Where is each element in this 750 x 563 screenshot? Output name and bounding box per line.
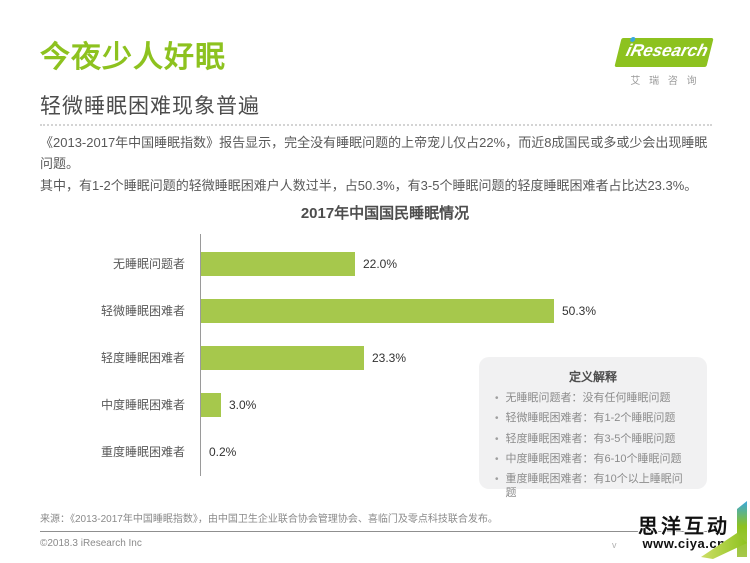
source-note: 来源：《2013-2017年中国睡眠指数》，由中国卫生企业联合协会管理协会、喜临…	[40, 514, 498, 525]
definition-text: 无睡眠问题者：没有任何睡眠问题	[505, 392, 671, 404]
iresearch-logo: iResearch 艾 瑞 咨 询	[614, 37, 718, 87]
category-label: 重度睡眠困难者	[100, 445, 185, 459]
bullet-icon: •	[495, 453, 499, 465]
bullet-icon: •	[495, 474, 499, 486]
chart-row: 轻度睡眠困难者 23.3%	[40, 334, 720, 381]
definition-item: • 重度睡眠困难者：有10个以上睡眠问题	[493, 472, 693, 501]
copyright-text: ©2018.3 iResearch Inc	[40, 538, 142, 549]
bar	[200, 392, 221, 417]
logo-brand-text: iResearch	[624, 41, 711, 60]
logo-chinese-name: 艾 瑞 咨 询	[630, 76, 700, 87]
watermark-url: www.ciya.cn	[642, 536, 726, 551]
value-label: 23.3%	[372, 350, 407, 365]
definition-text: 重度睡眠困难者：有10个以上睡眠问题	[505, 473, 683, 500]
category-label: 无睡眠问题者	[112, 257, 185, 271]
definition-item: • 无睡眠问题者：没有任何睡眠问题	[493, 391, 693, 405]
bar-area: 3.0%	[200, 392, 720, 417]
dotted-divider	[40, 124, 712, 126]
value-label: 3.0%	[229, 397, 257, 412]
page-title: 今夜少人好眠	[40, 41, 226, 74]
bar	[200, 345, 364, 370]
bar	[200, 251, 355, 276]
definition-box: 定义解释 • 无睡眠问题者：没有任何睡眠问题 • 轻微睡眠困难者：有1-2个睡眠问题 •…	[479, 357, 707, 499]
definition-item: • 轻度睡眠困难者：有3-5个睡眠问题	[493, 432, 693, 446]
value-label: 50.3%	[562, 303, 597, 318]
bar	[200, 298, 554, 323]
definition-item: • 轻微睡眠困难者：有1-2个睡眠问题	[493, 411, 693, 425]
bar-area: 22.0%	[200, 251, 720, 276]
bar-area: 50.3%	[200, 298, 720, 323]
page-subtitle: 轻微睡眠困难现象普遍	[40, 95, 260, 118]
definition-list: • 无睡眠问题者：没有任何睡眠问题 • 轻微睡眠困难者：有1-2个睡眠问题 • 轻度睡眠困…	[493, 391, 693, 501]
bullet-icon: •	[495, 433, 499, 445]
category-label: 中度睡眠困难者	[100, 398, 185, 412]
chart-rows: 无睡眠问题者 22.0% 轻微睡眠困难者 50.3% 轻度睡眠困难者 23.3% 中度睡眠困…	[40, 240, 720, 475]
watermark-name: 思洋互动	[638, 516, 730, 538]
bullet-icon: •	[495, 413, 499, 425]
definition-item: • 中度睡眠困难者：有6-10个睡眠问题	[493, 452, 693, 466]
definition-box-title: 定义解释	[568, 370, 617, 384]
chart-row: 轻微睡眠困难者 50.3%	[40, 287, 720, 334]
bar-area: 23.3%	[200, 345, 720, 370]
chart-row: 中度睡眠困难者 3.0%	[40, 381, 720, 428]
intro-text: 《2013-2017年中国睡眠指数》报告显示，完全没有睡眠问题的上帝宠儿仅占22…	[40, 132, 716, 196]
y-axis-line	[200, 234, 201, 476]
logo-parallelogram: iResearch	[614, 37, 714, 67]
footer-divider	[40, 531, 724, 532]
chart-title: 2017年中国国民睡眠情况	[300, 205, 470, 222]
definition-text: 轻度睡眠困难者：有3-5个睡眠问题	[505, 432, 676, 445]
watermark: 思洋互动 www.ciya.cn	[632, 517, 736, 551]
value-label: 0.2%	[209, 444, 237, 459]
intro-paragraph-2: 其中，有1-2个睡眠问题的轻微睡眠困难户人数过半，占50.3%，有3-5个睡眠问…	[40, 177, 698, 193]
chart-row: 无睡眠问题者 22.0%	[40, 240, 720, 287]
definition-text: 中度睡眠困难者：有6-10个睡眠问题	[505, 452, 682, 465]
version-mark: v	[612, 540, 617, 550]
intro-paragraph-1: 《2013-2017年中国睡眠指数》报告显示，完全没有睡眠问题的上帝宠儿仅占22…	[40, 135, 708, 172]
value-label: 22.0%	[363, 256, 398, 271]
bar-chart: 无睡眠问题者 22.0% 轻微睡眠困难者 50.3% 轻度睡眠困难者 23.3% 中度睡眠困…	[40, 234, 720, 476]
definition-text: 轻微睡眠困难者：有1-2个睡眠问题	[505, 412, 676, 425]
bullet-icon: •	[495, 393, 499, 404]
category-label: 轻度睡眠困难者	[100, 351, 185, 365]
corner-leaf-icon	[701, 501, 747, 559]
category-label: 轻微睡眠困难者	[100, 304, 185, 318]
